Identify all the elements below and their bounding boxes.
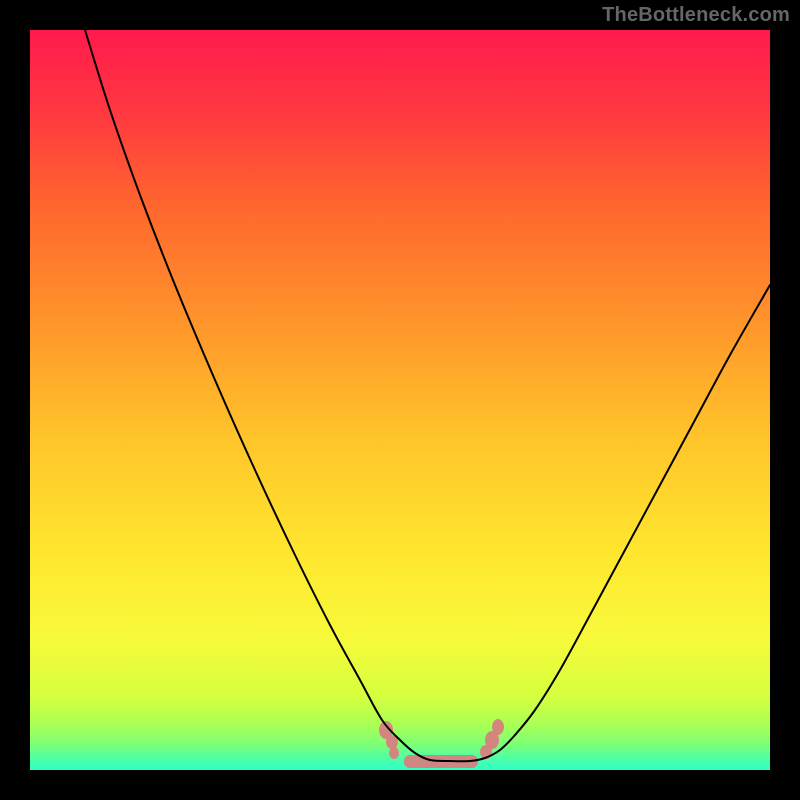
- marker-dot: [492, 719, 504, 735]
- marker-dot: [389, 747, 399, 759]
- gradient-background: [30, 30, 770, 770]
- plot-area: [30, 30, 770, 770]
- chart-stage: TheBottleneck.com: [0, 0, 800, 800]
- bottleneck-chart: [0, 0, 800, 800]
- watermark-text: TheBottleneck.com: [602, 4, 790, 27]
